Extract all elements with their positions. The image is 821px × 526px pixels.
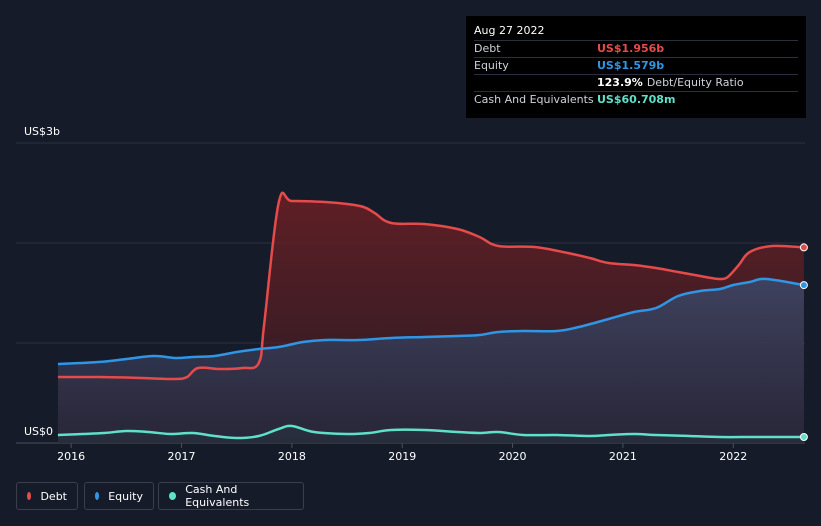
debt-legend-dot xyxy=(27,492,32,500)
tooltip-label: Debt xyxy=(474,42,501,55)
tooltip-value: 123.9% Debt/Equity Ratio xyxy=(597,75,744,91)
legend-cash[interactable]: Cash And Equivalents xyxy=(158,482,304,510)
ratio-value: 123.9% xyxy=(597,76,643,89)
equity-line xyxy=(57,277,805,366)
legend-debt[interactable]: Debt xyxy=(16,482,78,510)
legend-label: Equity xyxy=(108,489,143,503)
tooltip-value: US$60.708m xyxy=(597,93,676,106)
equity-area xyxy=(57,278,804,443)
x-tick-label: 2017 xyxy=(167,450,196,463)
debt-line xyxy=(57,191,804,381)
tooltip-row-cash: Cash And Equivalents US$60.708m xyxy=(474,91,798,108)
x-tick-label: 2016 xyxy=(57,450,86,463)
y-tick-label-top: US$3b xyxy=(24,125,61,138)
cash-end-marker xyxy=(799,433,808,441)
tooltip-date: Aug 27 2022 xyxy=(474,24,545,37)
x-tick-label: 2022 xyxy=(719,450,748,463)
tooltip-value: US$1.956b xyxy=(597,42,665,55)
x-tick-label: 2019 xyxy=(388,450,417,463)
x-tick-label: 2020 xyxy=(498,450,527,463)
tooltip-row-equity: Equity US$1.579b xyxy=(474,57,798,74)
debt-end-marker xyxy=(799,243,808,252)
tooltip: Aug 27 2022 Debt US$1.956b Equity US$1.5… xyxy=(466,16,806,118)
y-tick-label-bottom: US$0 xyxy=(24,425,54,438)
series-lines xyxy=(57,191,805,440)
tooltip-label xyxy=(474,75,597,91)
series-end-markers xyxy=(799,243,808,441)
x-tick-label: 2021 xyxy=(608,450,637,463)
legend-equity[interactable]: Equity xyxy=(84,482,154,510)
tooltip-label: Cash And Equivalents xyxy=(474,93,594,106)
x-tick-label: 2018 xyxy=(277,450,306,463)
ratio-label: Debt/Equity Ratio xyxy=(646,76,744,89)
legend-label: Cash And Equivalents xyxy=(185,483,250,509)
legend-label: Debt xyxy=(40,489,67,503)
cash-line xyxy=(57,424,804,440)
cash-legend-dot xyxy=(169,492,177,500)
equity-end-marker xyxy=(799,281,808,290)
series-areas xyxy=(57,192,804,443)
tooltip-label: Equity xyxy=(474,59,509,72)
tooltip-value: US$1.579b xyxy=(597,59,665,72)
equity-legend-dot xyxy=(95,492,100,500)
tooltip-row-debt: Debt US$1.956b xyxy=(474,40,798,57)
tooltip-row-ratio: 123.9% Debt/Equity Ratio xyxy=(474,74,798,91)
